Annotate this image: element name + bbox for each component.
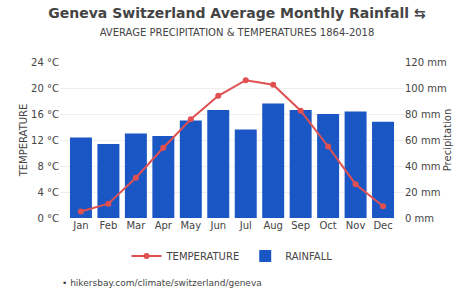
svg-text:8 °C: 8 °C — [37, 161, 59, 172]
svg-text:20 mm: 20 mm — [405, 187, 440, 198]
svg-text:16 °C: 16 °C — [31, 109, 59, 120]
svg-text:Feb: Feb — [100, 220, 118, 231]
svg-text:100 mm: 100 mm — [405, 83, 447, 94]
svg-text:24 °C: 24 °C — [31, 57, 59, 68]
svg-text:60 mm: 60 mm — [405, 135, 440, 146]
svg-text:Oct: Oct — [319, 220, 336, 231]
svg-text:0 °C: 0 °C — [37, 213, 59, 224]
svg-text:Nov: Nov — [346, 220, 366, 231]
svg-text:Jul: Jul — [239, 220, 252, 231]
svg-text:Aug: Aug — [263, 220, 283, 231]
svg-text:Dec: Dec — [373, 220, 392, 231]
svg-text:RAINFALL: RAINFALL — [285, 251, 332, 262]
svg-text:0 mm: 0 mm — [405, 213, 434, 224]
svg-text:4 °C: 4 °C — [37, 187, 59, 198]
svg-text:120 mm: 120 mm — [405, 57, 447, 68]
svg-text:12 °C: 12 °C — [31, 135, 59, 146]
svg-text:TEMPERATURE: TEMPERATURE — [18, 104, 29, 178]
svg-text:Mar: Mar — [126, 220, 146, 231]
svg-text:Jun: Jun — [209, 220, 226, 231]
svg-text:Sep: Sep — [291, 220, 310, 231]
svg-text:80 mm: 80 mm — [405, 109, 440, 120]
svg-text:• hikersbay.com/climate/switze: • hikersbay.com/climate/switzerland/gene… — [62, 278, 262, 288]
svg-text:20 °C: 20 °C — [31, 83, 59, 94]
svg-text:40 mm: 40 mm — [405, 161, 440, 172]
svg-text:Apr: Apr — [155, 220, 173, 231]
svg-text:Precipitation: Precipitation — [442, 109, 453, 172]
svg-text:TEMPERATURE: TEMPERATURE — [166, 251, 240, 262]
svg-text:May: May — [180, 220, 201, 231]
svg-text:Geneva Switzerland Average Mon: Geneva Switzerland Average Monthly Rainf… — [48, 5, 426, 38]
svg-text:Jan: Jan — [72, 220, 88, 231]
